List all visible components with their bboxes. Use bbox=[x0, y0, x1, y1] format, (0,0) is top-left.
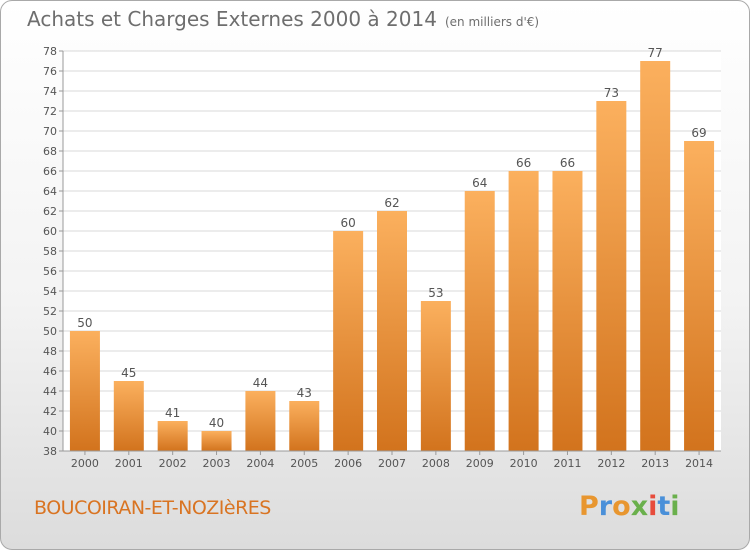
y-tick-label: 58 bbox=[43, 245, 57, 258]
data-label: 73 bbox=[604, 86, 619, 100]
data-label: 41 bbox=[165, 406, 180, 420]
x-tick-label: 2013 bbox=[641, 457, 669, 470]
bar bbox=[420, 301, 451, 451]
y-tick-label: 50 bbox=[43, 325, 57, 338]
data-label: 64 bbox=[472, 176, 487, 190]
bar bbox=[289, 401, 320, 451]
y-tick-label: 54 bbox=[43, 285, 57, 298]
x-tick-label: 2008 bbox=[422, 457, 450, 470]
data-label: 43 bbox=[297, 386, 312, 400]
logo-letter: r bbox=[598, 491, 613, 522]
y-tick-label: 52 bbox=[43, 305, 57, 318]
x-tick-label: 2002 bbox=[159, 457, 187, 470]
x-tick-label: 2009 bbox=[466, 457, 494, 470]
logo-letter: P bbox=[579, 491, 599, 522]
y-tick-label: 64 bbox=[43, 185, 57, 198]
bar bbox=[201, 431, 232, 451]
y-tick-label: 72 bbox=[43, 105, 57, 118]
x-tick-label: 2006 bbox=[334, 457, 362, 470]
x-tick-label: 2001 bbox=[115, 457, 143, 470]
data-label: 53 bbox=[428, 286, 443, 300]
y-tick-label: 62 bbox=[43, 205, 57, 218]
bar bbox=[333, 231, 364, 451]
y-tick-label: 68 bbox=[43, 145, 57, 158]
y-tick-label: 74 bbox=[43, 85, 57, 98]
data-label: 66 bbox=[560, 156, 575, 170]
bar bbox=[113, 381, 144, 451]
chart-subtitle: (en milliers d'€) bbox=[444, 15, 540, 29]
logo-letter: t bbox=[657, 491, 671, 522]
y-tick-label: 38 bbox=[43, 445, 57, 458]
y-tick-label: 44 bbox=[43, 385, 57, 398]
x-tick-label: 2004 bbox=[246, 457, 274, 470]
bar bbox=[464, 191, 495, 451]
bar bbox=[508, 171, 539, 451]
data-label: 45 bbox=[121, 366, 136, 380]
data-label: 66 bbox=[516, 156, 531, 170]
x-tick-label: 2007 bbox=[378, 457, 406, 470]
bar bbox=[377, 211, 407, 451]
logo-letter: i bbox=[648, 491, 658, 522]
data-label: 40 bbox=[209, 416, 224, 430]
data-label: 69 bbox=[691, 126, 706, 140]
y-tick-label: 78 bbox=[43, 45, 57, 58]
y-tick-label: 48 bbox=[43, 345, 57, 358]
bar bbox=[684, 141, 715, 451]
logo-letter: x bbox=[630, 491, 649, 522]
y-tick-label: 76 bbox=[43, 65, 57, 78]
x-tick-label: 2014 bbox=[685, 457, 713, 470]
proxiti-logo: Proxiti bbox=[579, 491, 680, 522]
x-tick-label: 2003 bbox=[203, 457, 231, 470]
data-label: 44 bbox=[253, 376, 268, 390]
chart-title: Achats et Charges Externes 2000 à 2014 (e… bbox=[27, 7, 539, 31]
bar bbox=[157, 421, 188, 451]
data-label: 77 bbox=[648, 46, 663, 60]
x-tick-label: 2000 bbox=[71, 457, 99, 470]
data-label: 62 bbox=[384, 196, 399, 210]
bar bbox=[596, 101, 627, 451]
y-tick-label: 66 bbox=[43, 165, 57, 178]
chart-title-text: Achats et Charges Externes 2000 à 2014 bbox=[27, 7, 437, 31]
logo-letter: o bbox=[612, 491, 631, 522]
x-tick-label: 2010 bbox=[510, 457, 538, 470]
x-tick-label: 2012 bbox=[597, 457, 625, 470]
bar bbox=[640, 61, 671, 451]
x-tick-label: 2011 bbox=[553, 457, 581, 470]
logo-letter: i bbox=[670, 491, 680, 522]
data-label: 50 bbox=[77, 316, 92, 330]
bar bbox=[69, 331, 100, 451]
y-tick-label: 46 bbox=[43, 365, 57, 378]
y-tick-label: 60 bbox=[43, 225, 57, 238]
y-tick-label: 56 bbox=[43, 265, 57, 278]
x-tick-label: 2005 bbox=[290, 457, 318, 470]
bar bbox=[552, 171, 583, 451]
y-tick-label: 42 bbox=[43, 405, 57, 418]
commune-name: BOUCOIRAN-ET-NOZIèRES bbox=[34, 497, 271, 519]
data-label: 60 bbox=[340, 216, 355, 230]
y-tick-label: 70 bbox=[43, 125, 57, 138]
y-tick-label: 40 bbox=[43, 425, 57, 438]
bar bbox=[245, 391, 276, 451]
